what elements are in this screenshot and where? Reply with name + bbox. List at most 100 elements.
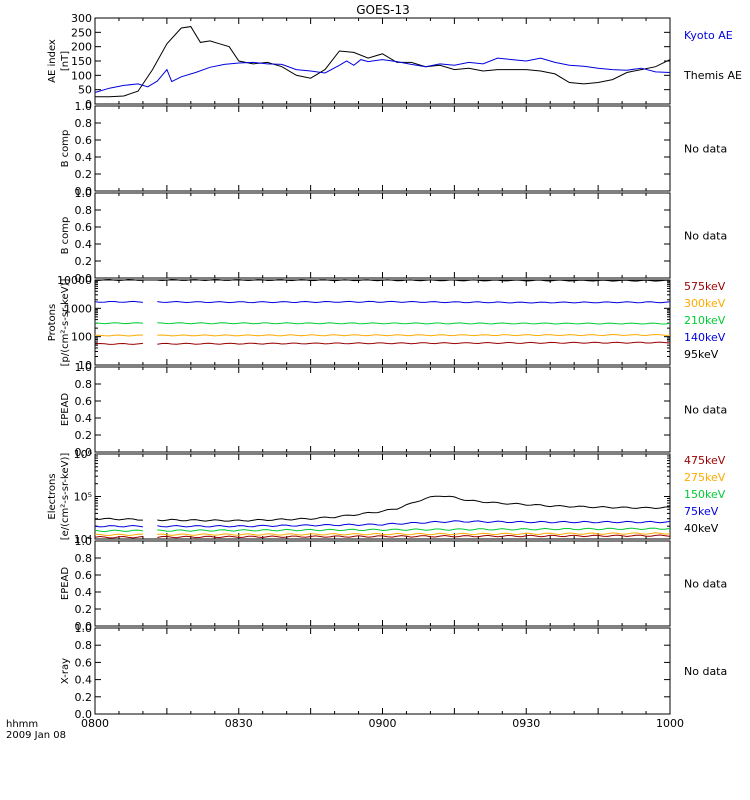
y-tick-label: 1.0	[75, 361, 93, 374]
x-axis-unit-label: hhmm	[6, 719, 38, 730]
y-tick-label: 1.0	[75, 535, 93, 548]
y-tick-label: 100	[71, 331, 92, 344]
no-data-label: No data	[684, 143, 727, 156]
legend-label: 300keV	[684, 297, 726, 310]
series-line-kyoto-ae	[94, 57, 671, 93]
x-axis-date-label: 2009 Jan 08	[6, 730, 66, 741]
y-tick-label: 0.6	[75, 221, 93, 234]
series-line-150kev	[94, 527, 671, 533]
y-tick-label: 0.4	[75, 674, 93, 687]
y-tick-label: 200	[71, 41, 92, 54]
legend-label: 575keV	[684, 280, 726, 293]
y-tick-label: 0.8	[75, 552, 93, 565]
y-tick-label: 1.0	[75, 100, 93, 113]
panel-6: 10⁴ 10⁵ 10⁶ Electrons [e/(cm²-s-sr-keV)] 475k…	[47, 448, 726, 546]
series-line-475kev	[94, 534, 671, 539]
y-tick-label: 0.2	[75, 603, 93, 616]
panel-7: 0.0 0.2 0.4 0.6 0.8 1.0 EPEAD No data	[60, 535, 727, 633]
y-tick-label: 0.8	[75, 639, 93, 652]
y-tick-label: 0.4	[75, 586, 93, 599]
y-tick-label: 0.8	[75, 378, 93, 391]
y-tick-label: 10	[78, 359, 92, 372]
legend-label: 40keV	[684, 522, 719, 535]
y-tick-label: 0.2	[75, 255, 93, 268]
legend-label: 95keV	[684, 348, 719, 361]
no-data-label: No data	[684, 578, 727, 591]
legend-label: 75keV	[684, 505, 719, 518]
y-axis-label: B comp	[60, 217, 71, 255]
y-tick-label: 100	[71, 69, 92, 82]
y-tick-label: 0.4	[75, 238, 93, 251]
y-axis-label: AE index	[47, 39, 58, 83]
panel-3: 0.0 0.2 0.4 0.6 0.8 1.0 B comp No data	[60, 187, 727, 285]
y-tick-label: 10⁵	[74, 491, 92, 504]
series-line-275kev	[94, 532, 671, 537]
series-line-210kev	[94, 322, 671, 325]
panel-2: 0.0 0.2 0.4 0.6 0.8 1.0 B comp No data	[60, 100, 727, 198]
y-tick-label: 10⁴	[74, 533, 93, 546]
y-tick-label: 0.0	[75, 185, 93, 198]
panel-frame	[94, 192, 671, 279]
y-axis-label: [e/(cm²-s-sr-keV)]	[60, 453, 71, 541]
panel-frame	[94, 366, 671, 453]
y-axis-label: Protons	[47, 304, 58, 341]
y-axis-label: EPEAD	[60, 393, 71, 427]
panel-frame	[94, 105, 671, 192]
y-tick-label: 0.4	[75, 412, 93, 425]
panel-5: 0.0 0.2 0.4 0.6 0.8 1.0 EPEAD No data	[60, 361, 727, 459]
y-tick-label: 0.6	[75, 569, 93, 582]
y-axis-label: X-ray	[60, 658, 71, 684]
legend-label: Themis AE	[683, 69, 742, 82]
y-tick-label: 0.2	[75, 168, 93, 181]
y-tick-label: 0.8	[75, 204, 93, 217]
y-tick-label: 1.0	[75, 187, 93, 200]
y-tick-label: 10000	[57, 274, 92, 287]
panel-4: 10 100 1000 10000 Protons [p/(cm²-s-sr-keV)] 5…	[47, 274, 726, 372]
y-tick-label: 1000	[64, 302, 92, 315]
x-tick-label: 0800	[81, 717, 109, 730]
series-line-95kev	[95, 278, 671, 282]
legend-label: 475keV	[684, 454, 726, 467]
y-tick-label: 150	[71, 55, 92, 68]
no-data-label: No data	[684, 665, 727, 678]
y-tick-label: 0	[85, 98, 92, 111]
series-line-40kev	[94, 495, 670, 522]
y-tick-label: 10⁶	[74, 448, 93, 461]
panel-frame	[94, 540, 671, 627]
legend-label: 140keV	[684, 331, 726, 344]
y-tick-label: 0.2	[75, 691, 93, 704]
series-line-75kev	[94, 520, 671, 528]
y-axis-label: EPEAD	[60, 567, 71, 601]
chart-title: GOES-13	[356, 3, 410, 17]
y-tick-label: 0.0	[75, 620, 93, 633]
y-tick-label: 0.0	[75, 708, 93, 721]
y-tick-label: 0.6	[75, 134, 93, 147]
y-tick-label: 0.6	[75, 656, 93, 669]
legend-label: 275keV	[684, 471, 726, 484]
y-axis-label: [p/(cm²-s-sr-keV)]	[60, 279, 71, 367]
y-tick-label: 0.6	[75, 395, 93, 408]
y-tick-label: 0.2	[75, 429, 93, 442]
y-axis-label: B comp	[60, 130, 71, 168]
y-tick-label: 0.4	[75, 151, 93, 164]
y-axis-label: [nT]	[60, 51, 71, 71]
panel-frame	[94, 627, 671, 715]
no-data-label: No data	[684, 230, 727, 243]
panel-8: 0.0 0.2 0.4 0.6 0.8 1.0 X-ray No data	[60, 622, 727, 721]
series-line-themis-ae	[95, 26, 671, 98]
no-data-label: No data	[684, 404, 727, 417]
y-tick-label: 0.0	[75, 446, 93, 459]
y-axis-label: Electrons	[47, 473, 58, 519]
legend-label: 210keV	[684, 314, 726, 327]
y-tick-label: 0.8	[75, 117, 93, 130]
legend-label: Kyoto AE	[684, 29, 733, 42]
y-tick-label: 50	[78, 84, 92, 97]
y-tick-label: 0.0	[75, 272, 93, 285]
series-line-575kev	[94, 341, 671, 345]
panel-frame	[94, 17, 671, 105]
y-tick-label: 1.0	[75, 622, 93, 635]
y-tick-label: 300	[71, 12, 92, 25]
